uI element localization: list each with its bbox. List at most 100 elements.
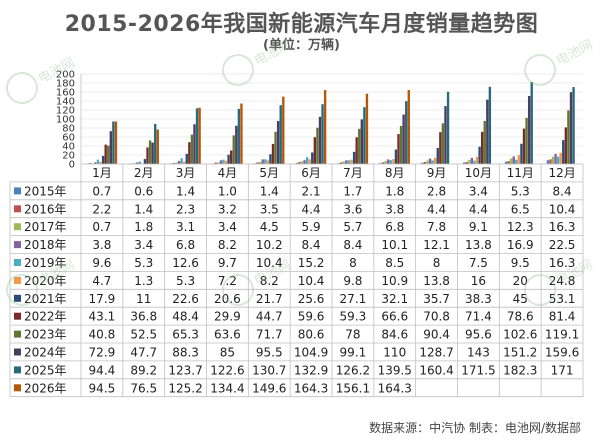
chart-unit-label: (单位：万辆) <box>263 38 340 53</box>
bar <box>237 108 241 164</box>
bar <box>266 160 270 164</box>
data-label: 9.5 <box>511 256 530 270</box>
data-label: 70.8 <box>423 310 450 324</box>
bar <box>468 159 471 164</box>
bar <box>556 156 560 164</box>
bar <box>214 162 217 164</box>
bar <box>387 159 390 164</box>
bar <box>180 158 183 164</box>
watermark-text: 电池网 <box>252 37 293 69</box>
bar <box>282 96 285 164</box>
data-label: 16.3 <box>549 256 576 270</box>
bar <box>441 123 445 164</box>
bar <box>219 160 223 164</box>
bar <box>381 162 385 164</box>
data-label: 95.5 <box>256 346 283 360</box>
chart-title: 2015-2026年我国新能源汽车月度销量趋势图 <box>64 12 539 37</box>
category-label: 4月 <box>218 166 238 180</box>
data-label: 1.4 <box>134 202 153 216</box>
bar <box>227 154 230 164</box>
data-label: 5.7 <box>343 220 362 234</box>
legend-swatch <box>14 241 21 249</box>
bar <box>350 159 353 164</box>
legend-swatch <box>14 187 21 195</box>
watermark-text: 电池网 <box>554 37 595 69</box>
bar <box>99 161 102 164</box>
data-label: 122.6 <box>210 363 244 377</box>
data-label: 22.6 <box>172 292 199 306</box>
legend-label: 2024年 <box>24 346 67 360</box>
data-label: 10.4 <box>549 202 576 216</box>
bar <box>465 162 468 164</box>
bar <box>109 131 112 164</box>
bar <box>562 140 565 164</box>
bar <box>298 162 301 164</box>
data-label: 4.4 <box>427 202 446 216</box>
data-label: 3.8 <box>385 202 404 216</box>
bar <box>520 143 523 164</box>
data-label: 53.1 <box>549 292 576 306</box>
category-label: 12月 <box>548 166 575 180</box>
y-tick-label: 40 <box>62 142 75 153</box>
data-label: 159.6 <box>545 346 579 360</box>
data-label: 0.7 <box>92 220 111 234</box>
bar <box>256 162 259 164</box>
bar <box>316 127 319 164</box>
bar <box>530 81 533 164</box>
bar <box>384 160 387 164</box>
data-label: 13.8 <box>423 274 450 288</box>
bar <box>274 131 277 164</box>
bar <box>507 161 510 164</box>
category-label: 7月 <box>343 166 363 180</box>
bar <box>313 137 317 164</box>
y-tick-label: 160 <box>56 88 75 99</box>
y-tick-label: 60 <box>62 133 75 144</box>
bar <box>190 134 194 164</box>
data-label: 78 <box>345 328 360 342</box>
data-label: 13.8 <box>465 238 492 252</box>
legend-label: 2021年 <box>24 292 67 306</box>
bar <box>392 159 395 164</box>
data-label: 8.2 <box>218 238 237 252</box>
bar <box>172 162 176 164</box>
data-label: 80.6 <box>298 328 325 342</box>
data-label: 160.4 <box>419 363 453 377</box>
category-label: 6月 <box>301 166 321 180</box>
bar <box>549 159 552 164</box>
bar <box>434 157 437 164</box>
data-label: 1.7 <box>343 184 362 198</box>
data-label: 12.1 <box>423 238 450 252</box>
bar <box>232 135 235 164</box>
bar <box>101 155 105 164</box>
bar <box>89 163 92 164</box>
data-label: 94.4 <box>89 363 116 377</box>
bar <box>114 121 118 164</box>
bar <box>504 161 508 164</box>
y-tick-label: 20 <box>62 151 75 162</box>
legend-swatch <box>14 348 21 356</box>
category-label: 11月 <box>507 166 534 180</box>
bar <box>480 131 484 164</box>
data-label: 40.8 <box>89 328 116 342</box>
data-label: 6.8 <box>176 238 195 252</box>
bar <box>154 123 157 164</box>
legend-label: 2023年 <box>24 328 67 342</box>
data-label: 21.7 <box>256 292 283 306</box>
data-label: 59.6 <box>298 310 325 324</box>
data-label: 5.3 <box>134 256 153 270</box>
y-tick-label: 100 <box>56 115 75 126</box>
data-label: 16.9 <box>507 238 534 252</box>
data-label: 59.3 <box>340 310 367 324</box>
bar <box>567 110 570 164</box>
data-label: 72.9 <box>89 346 116 360</box>
data-label: 47.7 <box>130 346 157 360</box>
data-label: 1.0 <box>218 184 237 198</box>
legend-swatch <box>14 294 21 302</box>
data-label: 110 <box>383 346 406 360</box>
legend-label: 2018年 <box>24 238 67 252</box>
bar <box>522 128 526 164</box>
bar <box>261 159 264 164</box>
bar <box>264 159 267 164</box>
data-label: 171 <box>551 363 574 377</box>
legend-swatch <box>14 276 21 284</box>
